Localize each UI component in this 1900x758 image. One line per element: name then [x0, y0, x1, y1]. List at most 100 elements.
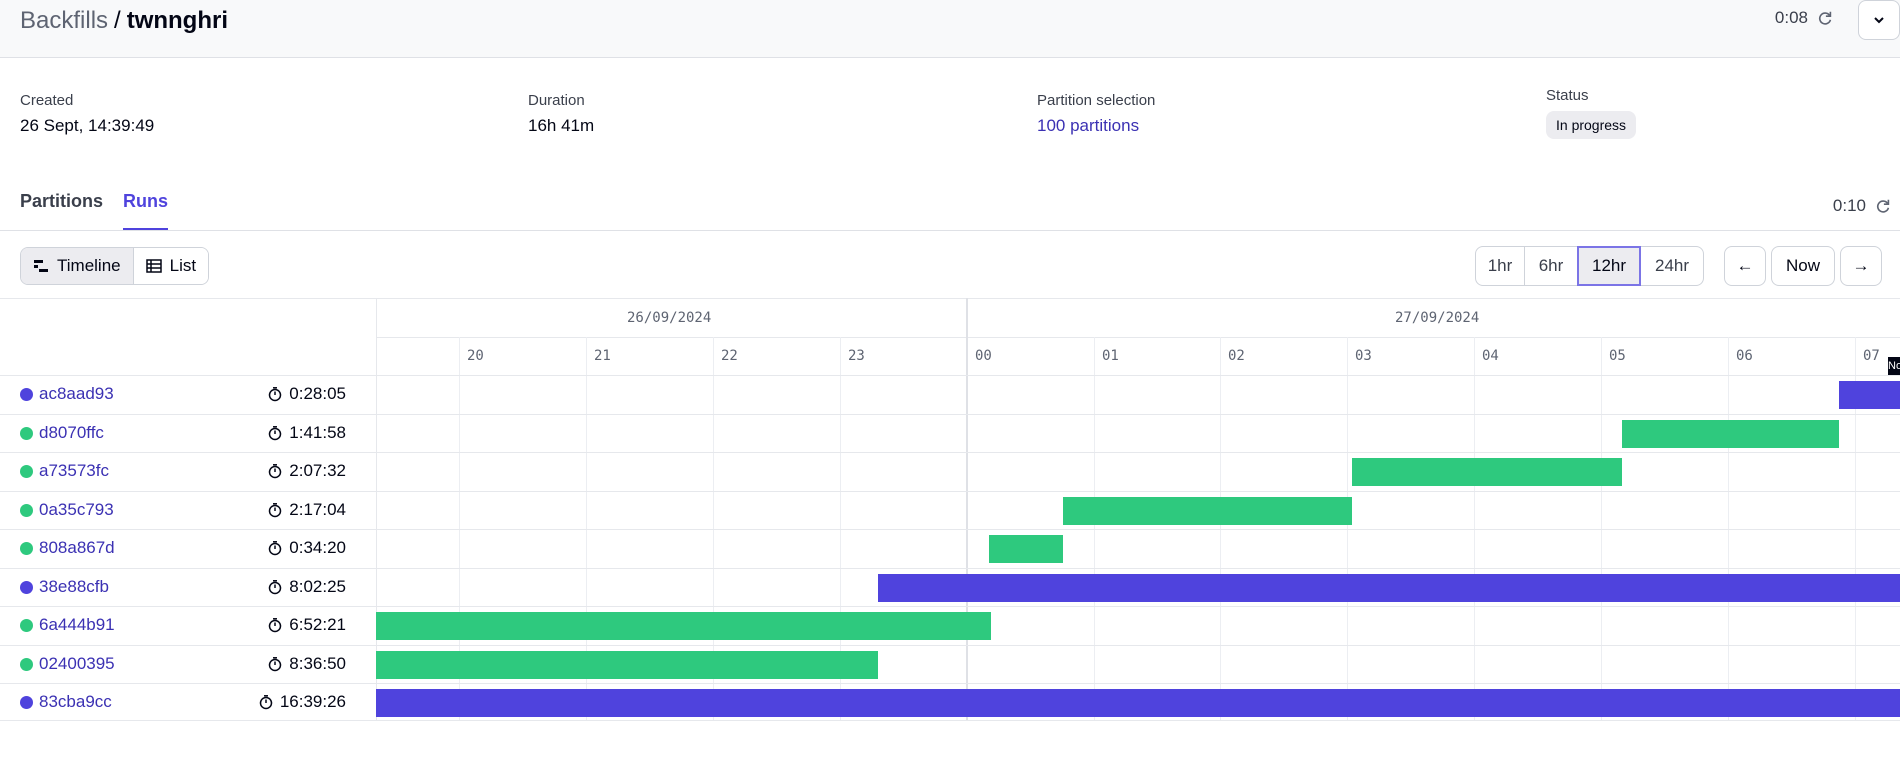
range-12hr-button[interactable]: 12hr: [1577, 246, 1641, 286]
range-24hr-button[interactable]: 24hr: [1640, 246, 1704, 286]
timeline-top-border: [0, 298, 1900, 299]
run-duration: 6:52:21: [267, 615, 346, 635]
run-duration-value: 8:36:50: [289, 654, 346, 673]
range-1hr-button[interactable]: 1hr: [1475, 246, 1525, 286]
refresh-icon[interactable]: [1874, 197, 1892, 215]
tab-partitions[interactable]: Partitions: [20, 191, 104, 211]
run-duration-value: 0:34:20: [289, 538, 346, 557]
timeline-hour-label: 20: [467, 348, 484, 364]
run-timeline-bar[interactable]: [376, 651, 878, 679]
timeline-left-divider: [376, 298, 377, 720]
run-timeline-bar[interactable]: [376, 612, 991, 640]
now-button[interactable]: Now: [1771, 246, 1835, 286]
tab-runs[interactable]: Runs: [123, 190, 169, 230]
timeline-day-divider: [966, 298, 967, 720]
stopwatch-icon: [269, 426, 282, 441]
timeline-hour-gridline: [967, 298, 968, 720]
run-timeline-bar[interactable]: [1622, 420, 1839, 448]
run-id-link[interactable]: ac8aad93: [39, 384, 114, 403]
run-status-dot: [20, 581, 33, 594]
timeline-hour-gridline: [1601, 337, 1602, 720]
timeline-hour-label: 01: [1102, 348, 1119, 364]
time-range-selector: 1hr 6hr 12hr 24hr: [1475, 246, 1704, 286]
page-header: Backfills / twnnghri 0:08: [0, 0, 1900, 58]
run-row: 6a444b91 6:52:21: [0, 606, 1900, 644]
run-row: a73573fc 2:07:32: [0, 452, 1900, 490]
header-dropdown-button[interactable]: [1858, 0, 1900, 40]
timeline-view-button[interactable]: Timeline: [21, 248, 133, 284]
run-id-link[interactable]: 02400395: [39, 654, 115, 673]
run-id-link[interactable]: 83cba9cc: [39, 692, 112, 711]
timeline-date-label: 27/09/2024: [1395, 310, 1480, 326]
breadcrumb-current: twnnghri: [126, 7, 229, 34]
timeline-hour-label: 05: [1609, 348, 1626, 364]
timeline-hour-gridline: [1094, 337, 1095, 720]
run-duration: 2:17:04: [267, 500, 346, 520]
status-section: Status In progress: [1546, 87, 1637, 139]
run-row: d8070ffc 1:41:58: [0, 414, 1900, 452]
run-timeline-bar[interactable]: [1063, 497, 1352, 525]
timeline-bottom-border: [0, 720, 1900, 721]
run-duration-value: 8:02:25: [289, 577, 346, 596]
run-id-link[interactable]: 808a867d: [39, 538, 115, 557]
duration-value: 16h 41m: [528, 116, 595, 135]
timeline-hour-label: 04: [1482, 348, 1499, 364]
header-refresh[interactable]: 0:08: [1775, 8, 1834, 28]
run-timeline-bar[interactable]: [989, 535, 1063, 563]
run-row: 83cba9cc 16:39:26: [0, 683, 1900, 721]
chevron-down-icon: [1874, 17, 1884, 24]
status-label: Status: [1546, 87, 1589, 104]
run-status-dot: [20, 542, 33, 555]
timeline-hour-gridline: [713, 337, 714, 720]
created-section: Created 26 Sept, 14:39:49: [20, 92, 154, 136]
timeline-hour-label: 23: [848, 348, 865, 364]
partition-link[interactable]: 100 partitions: [1037, 116, 1140, 135]
run-status-dot: [20, 658, 33, 671]
timeline-icon: [34, 260, 48, 272]
run-id-link[interactable]: 0a35c793: [39, 500, 114, 519]
next-range-button[interactable]: →: [1840, 246, 1882, 286]
breadcrumb-separator: /: [114, 7, 121, 34]
run-timeline-bar[interactable]: [376, 689, 1900, 717]
created-label: Created: [20, 92, 74, 109]
duration-section: Duration 16h 41m: [528, 92, 594, 136]
run-duration-value: 1:41:58: [289, 423, 346, 442]
run-timeline-bar[interactable]: [1839, 381, 1900, 409]
view-toggle: Timeline List: [20, 247, 210, 285]
duration-label: Duration: [528, 92, 585, 109]
timeline-hour-gridline: [1474, 337, 1475, 720]
partition-section: Partition selection 100 partitions: [1037, 92, 1155, 136]
run-row: 808a867d 0:34:20: [0, 529, 1900, 567]
stopwatch-icon: [269, 464, 282, 479]
run-id-link[interactable]: d8070ffc: [39, 423, 104, 442]
run-id-link[interactable]: a73573fc: [39, 461, 109, 480]
timeline-hour-gridline: [1220, 337, 1221, 720]
run-duration-value: 6:52:21: [289, 615, 346, 634]
run-timeline-bar[interactable]: [1352, 458, 1622, 486]
list-view-label: List: [169, 256, 197, 275]
breadcrumb: Backfills / twnnghri: [20, 6, 228, 36]
table-icon: [145, 259, 162, 273]
stopwatch-icon: [269, 503, 282, 518]
run-id-link[interactable]: 6a444b91: [39, 615, 115, 634]
list-view-button[interactable]: List: [132, 248, 209, 284]
stopwatch-icon: [269, 580, 282, 595]
status-badge: In progress: [1546, 111, 1637, 139]
run-status-dot: [20, 504, 33, 517]
run-timeline-bar[interactable]: [878, 574, 1900, 602]
run-status-dot: [20, 427, 33, 440]
run-row: ac8aad93 0:28:05: [0, 375, 1900, 413]
breadcrumb-backfills-link[interactable]: Backfills: [20, 7, 109, 34]
now-marker: No: [1888, 357, 1900, 375]
timeline-hour-label: 22: [721, 348, 738, 364]
run-duration: 1:41:58: [267, 423, 346, 443]
arrow-right-icon: →: [1852, 256, 1870, 275]
refresh-icon[interactable]: [1816, 9, 1834, 27]
prev-range-button[interactable]: ←: [1724, 246, 1766, 286]
timeline-hour-label: 06: [1736, 348, 1753, 364]
run-duration-value: 2:07:32: [289, 461, 346, 480]
stopwatch-icon: [269, 387, 282, 402]
runs-refresh[interactable]: 0:10: [1833, 196, 1892, 216]
range-6hr-button[interactable]: 6hr: [1524, 246, 1578, 286]
run-id-link[interactable]: 38e88cfb: [39, 577, 109, 596]
